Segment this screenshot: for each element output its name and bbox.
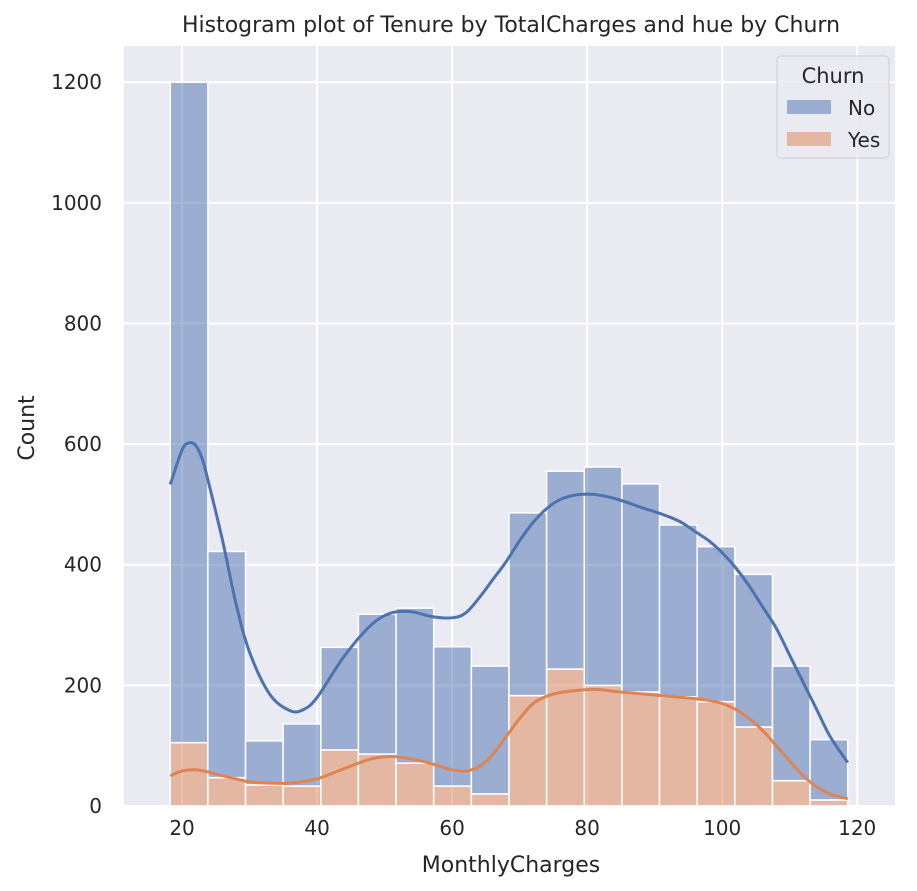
- bar-no: [357, 613, 397, 755]
- bar-yes: [583, 684, 623, 807]
- y-axis-ticks: 0 200 400 600 800 1000 1200: [51, 70, 102, 818]
- bar-no: [621, 483, 661, 693]
- bar-yes: [734, 726, 774, 807]
- kde-line-no: [168, 441, 849, 764]
- bar-no: [395, 607, 435, 764]
- bar-yes: [508, 694, 548, 807]
- legend-title: Churn: [802, 64, 865, 88]
- bar-no: [432, 646, 473, 787]
- bar-no: [508, 512, 548, 697]
- x-tick-label: 120: [838, 816, 876, 840]
- y-tick-label: 600: [64, 432, 102, 456]
- y-tick-label: 200: [64, 673, 102, 697]
- bar-no: [583, 466, 623, 687]
- bar-no: [244, 740, 284, 786]
- bar-yes: [809, 799, 849, 807]
- x-tick-label: 80: [574, 816, 599, 840]
- bar-no: [282, 723, 322, 787]
- bar-yes: [244, 784, 284, 807]
- bar-yes: [282, 785, 322, 807]
- bar-yes: [470, 793, 510, 807]
- legend-swatch-no: [787, 100, 831, 114]
- bar-yes: [658, 696, 698, 807]
- chart-title: Histogram plot of Tenure by TotalCharges…: [182, 13, 840, 38]
- histogram-bars: [169, 81, 849, 807]
- x-tick-label: 60: [439, 816, 464, 840]
- bar-yes: [696, 700, 736, 807]
- x-tick-label: 40: [304, 816, 329, 840]
- bar-no: [696, 545, 736, 703]
- y-tick-label: 400: [64, 553, 102, 577]
- x-axis-ticks: 20 40 60 80 100 120: [169, 816, 876, 840]
- x-tick-label: 100: [703, 816, 741, 840]
- bar-no: [545, 470, 585, 670]
- bar-yes: [432, 785, 473, 807]
- y-tick-label: 0: [89, 794, 102, 818]
- x-tick-label: 20: [169, 816, 194, 840]
- legend: Churn No Yes: [776, 55, 890, 159]
- bar-no: [809, 738, 849, 801]
- bar-no: [470, 665, 510, 795]
- bar-yes: [395, 762, 435, 807]
- legend-swatch-yes: [787, 132, 831, 146]
- bar-yes: [621, 691, 661, 807]
- bar-yes: [320, 749, 360, 807]
- y-tick-label: 1200: [51, 70, 102, 94]
- legend-label-yes: Yes: [847, 128, 880, 152]
- bar-no: [734, 573, 774, 728]
- y-axis-label: Count: [15, 395, 40, 461]
- x-axis-label: MonthlyCharges: [422, 853, 601, 878]
- bar-no: [169, 81, 209, 744]
- bar-yes: [207, 776, 247, 807]
- bar-no: [207, 550, 247, 779]
- y-tick-label: 1000: [51, 191, 102, 215]
- bar-yes: [771, 779, 811, 807]
- kde-curves: [168, 441, 849, 801]
- kde-line-yes: [169, 687, 849, 801]
- legend-label-no: No: [848, 96, 875, 120]
- y-tick-label: 800: [64, 311, 102, 335]
- grid-lines: [124, 46, 895, 807]
- bar-no: [658, 524, 698, 698]
